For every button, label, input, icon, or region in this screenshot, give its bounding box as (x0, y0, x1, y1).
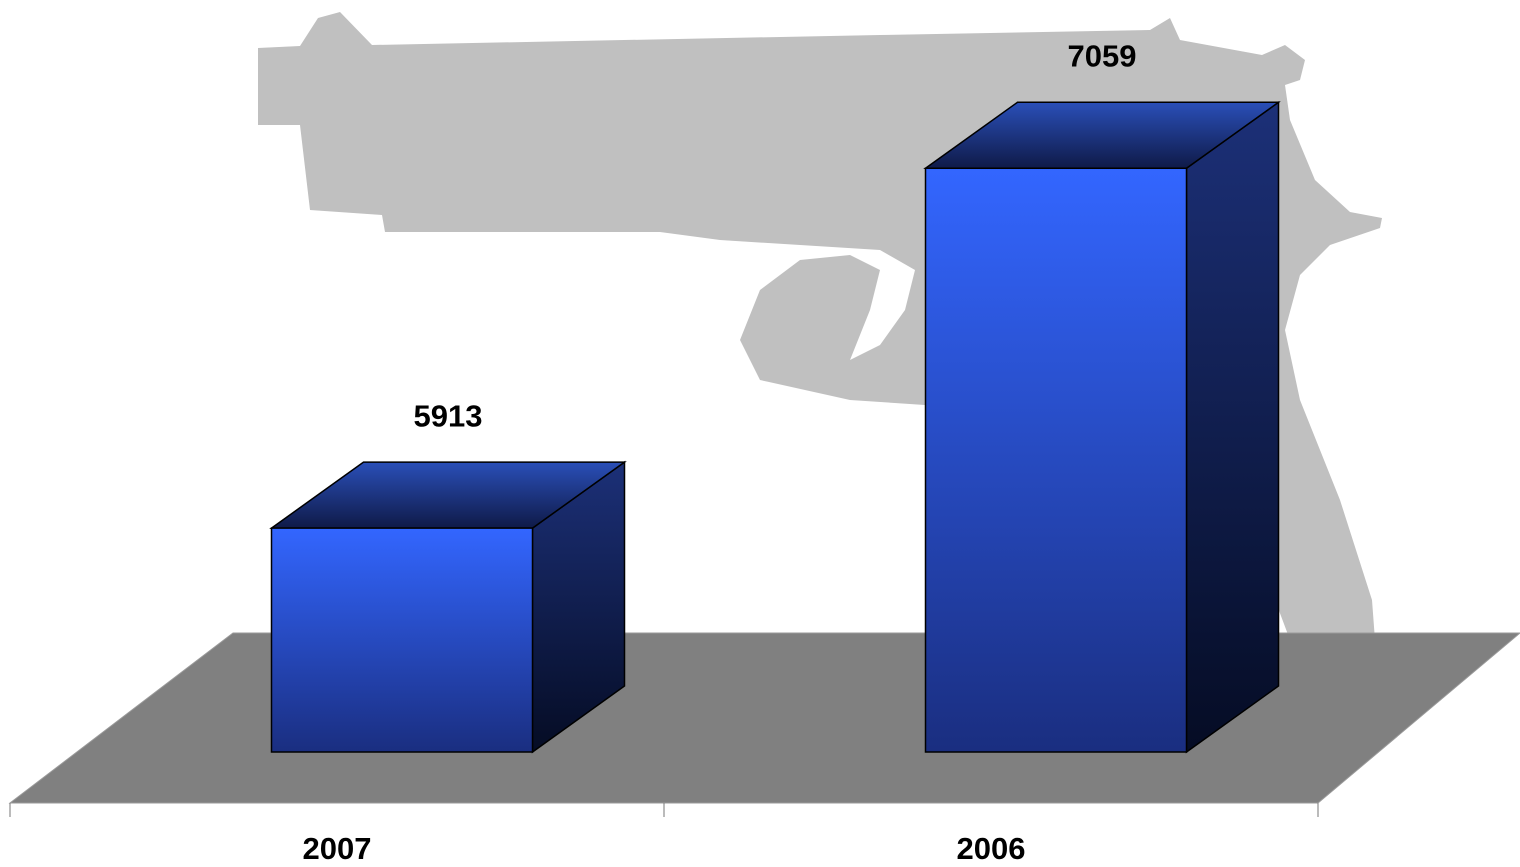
x-tick-label: 2006 (957, 831, 1026, 866)
value-label: 7059 (1068, 38, 1137, 73)
bar-side (1185, 100, 1280, 754)
bar (270, 527, 534, 753)
value-label: 5913 (414, 398, 483, 433)
floor (8, 632, 1520, 804)
x-tick-label: 2007 (303, 831, 372, 866)
bar (924, 167, 1188, 753)
